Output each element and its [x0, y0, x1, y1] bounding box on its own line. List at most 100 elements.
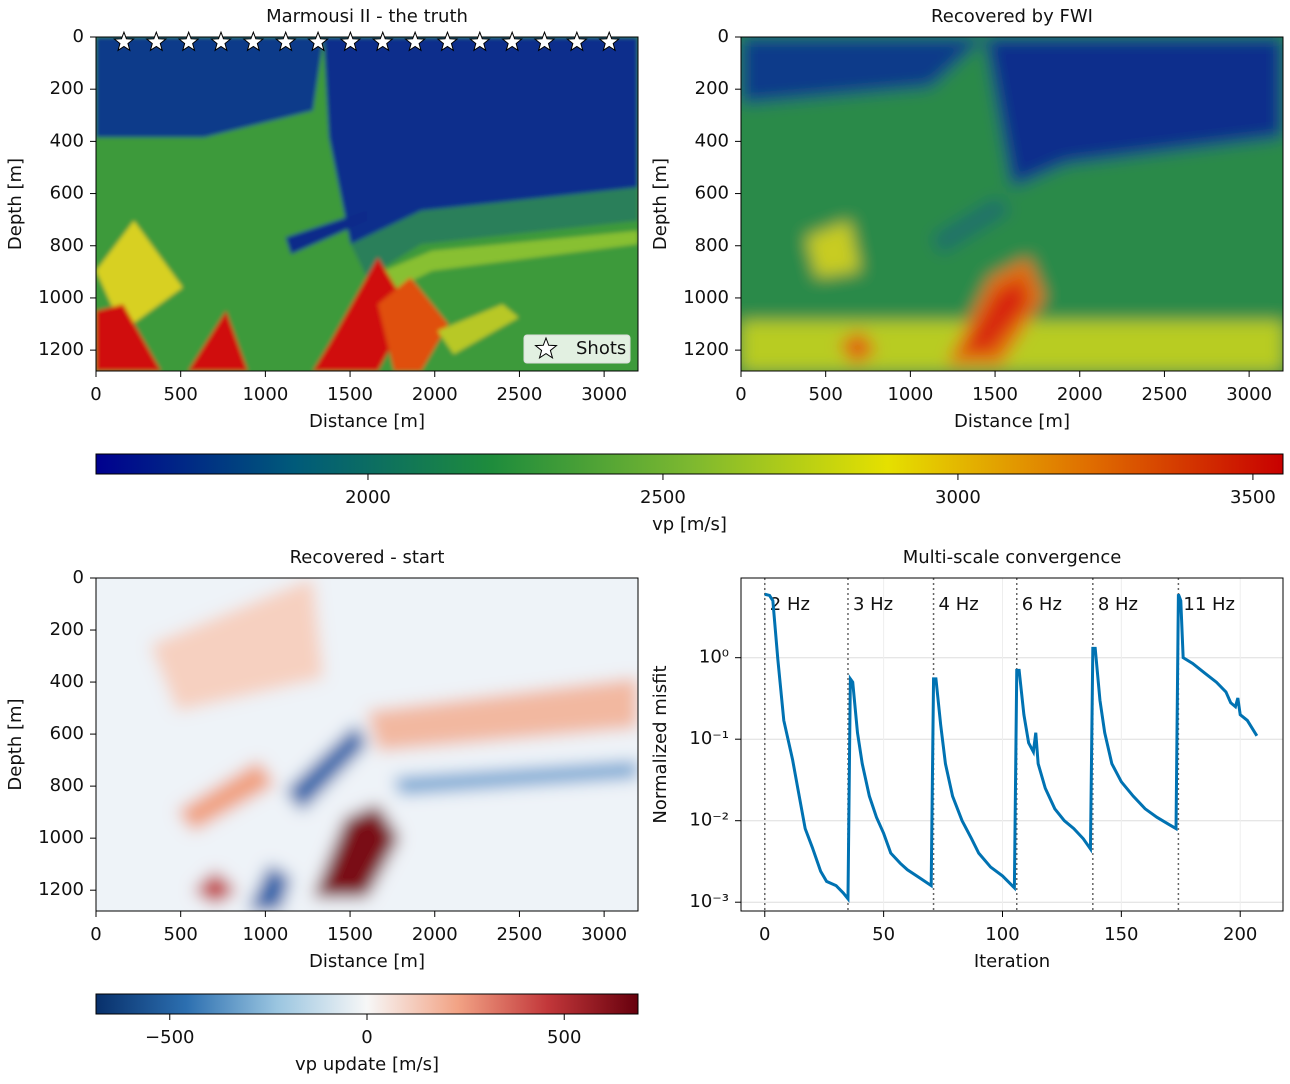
- x-tick-label: 200: [1223, 924, 1257, 945]
- heatmap-layers: [96, 37, 638, 371]
- image-region: [984, 37, 1283, 188]
- stage-label: 3 Hz: [853, 594, 893, 615]
- chart-title: Recovered - start: [290, 547, 445, 568]
- heatmap-image: [96, 37, 638, 371]
- colorbar: [95, 993, 639, 1015]
- colorbar-tick-label: 2500: [640, 487, 686, 508]
- y-tick-label: 10⁻³: [689, 891, 729, 912]
- y-tick-label: 600: [695, 183, 729, 204]
- image-region: [367, 677, 638, 752]
- shot-marker: [177, 30, 200, 52]
- image-region: [323, 37, 638, 245]
- x-tick-label: 150: [1104, 924, 1138, 945]
- x-tick-label: 1000: [242, 384, 288, 405]
- shot-marker: [371, 30, 394, 52]
- y-axis-label: Depth [m]: [5, 698, 26, 790]
- y-tick-label: 1200: [683, 339, 729, 360]
- shot-marker: [598, 30, 621, 52]
- heatmap-layers: [741, 37, 1283, 371]
- y-tick-label: 200: [695, 78, 729, 99]
- image-region: [247, 864, 292, 911]
- x-tick-label: 0: [735, 384, 746, 405]
- shot-marker: [210, 30, 232, 52]
- image-region: [285, 724, 367, 812]
- stage-label: 11 Hz: [1183, 594, 1235, 615]
- x-tick-label: 2000: [412, 384, 458, 405]
- image-region: [741, 37, 985, 104]
- image-region: [930, 197, 1012, 255]
- x-tick-label: 1500: [327, 924, 373, 945]
- y-tick-label: 800: [50, 235, 84, 256]
- colorbar-tick-label: 3500: [1230, 487, 1276, 508]
- shot-marker: [242, 30, 265, 52]
- image-region: [150, 578, 324, 712]
- y-tick-label: 600: [50, 723, 84, 744]
- legend-label: Shots: [576, 338, 626, 359]
- y-tick-label: 10⁻²: [689, 810, 729, 831]
- y-tick-label: 0: [73, 26, 84, 47]
- shot-marker: [113, 30, 135, 52]
- x-tick-label: 1500: [327, 384, 373, 405]
- shot-marker: [339, 30, 362, 52]
- image-region: [193, 871, 237, 905]
- chart-title: Multi-scale convergence: [903, 547, 1122, 568]
- x-tick-label: 2500: [497, 924, 543, 945]
- y-tick-label: 1000: [38, 827, 84, 848]
- y-tick-label: 400: [50, 130, 84, 151]
- heatmap-layers: [96, 578, 638, 911]
- x-tick-label: 3000: [581, 924, 627, 945]
- shot-marker: [501, 30, 524, 52]
- image-region: [177, 761, 275, 832]
- image-region: [377, 277, 449, 371]
- y-tick-label: 200: [50, 78, 84, 99]
- image-region: [437, 304, 519, 355]
- axes-frame: [95, 577, 639, 912]
- colorbar-label: vp [m/s]: [652, 514, 727, 535]
- image-region: [350, 187, 638, 278]
- series-line: [764, 592, 1259, 904]
- shot-marker: [307, 30, 329, 52]
- axes-frame: [95, 36, 639, 372]
- x-axis-label: Distance [m]: [309, 951, 425, 972]
- image-region: [367, 230, 638, 298]
- x-tick-label: 2500: [1142, 384, 1188, 405]
- image-region: [963, 277, 1029, 351]
- image-region: [806, 220, 861, 278]
- shot-marker: [565, 30, 588, 52]
- colorbar-tick-label: 2000: [345, 487, 391, 508]
- x-tick-label: 2500: [497, 384, 543, 405]
- heatmap-image: [741, 37, 1283, 371]
- x-tick-label: 50: [872, 924, 895, 945]
- image-region: [285, 210, 367, 255]
- x-tick-label: 100: [985, 924, 1019, 945]
- colorbar-label: vp update [m/s]: [295, 1054, 439, 1075]
- axes-frame: [740, 36, 1284, 372]
- y-tick-label: 400: [50, 671, 84, 692]
- y-tick-label: 400: [695, 130, 729, 151]
- colorbar-tick-label: 3000: [935, 487, 981, 508]
- y-tick-label: 1200: [38, 879, 84, 900]
- y-tick-label: 1200: [38, 339, 84, 360]
- x-tick-label: 500: [809, 384, 843, 405]
- y-axis-label: Depth [m]: [5, 158, 26, 250]
- x-tick-label: 0: [759, 924, 770, 945]
- x-tick-label: 500: [164, 924, 198, 945]
- image-region: [312, 257, 411, 371]
- shot-marker: [533, 30, 556, 52]
- shot-marker: [436, 30, 459, 52]
- image-region: [96, 220, 183, 331]
- y-tick-label: 800: [50, 775, 84, 796]
- heatmap-image: [96, 578, 638, 911]
- x-tick-label: 3000: [1226, 384, 1272, 405]
- stage-label: 2 Hz: [770, 594, 810, 615]
- y-tick-label: 200: [50, 619, 84, 640]
- stage-label: 6 Hz: [1022, 594, 1062, 615]
- x-axis-label: Distance [m]: [309, 411, 425, 432]
- colorbar-tick-label: 500: [547, 1027, 581, 1048]
- x-tick-label: 1000: [887, 384, 933, 405]
- colorbar: [95, 453, 1284, 475]
- stage-label: 4 Hz: [939, 594, 979, 615]
- x-tick-label: 3000: [581, 384, 627, 405]
- y-tick-label: 0: [718, 26, 729, 47]
- x-tick-label: 0: [90, 384, 101, 405]
